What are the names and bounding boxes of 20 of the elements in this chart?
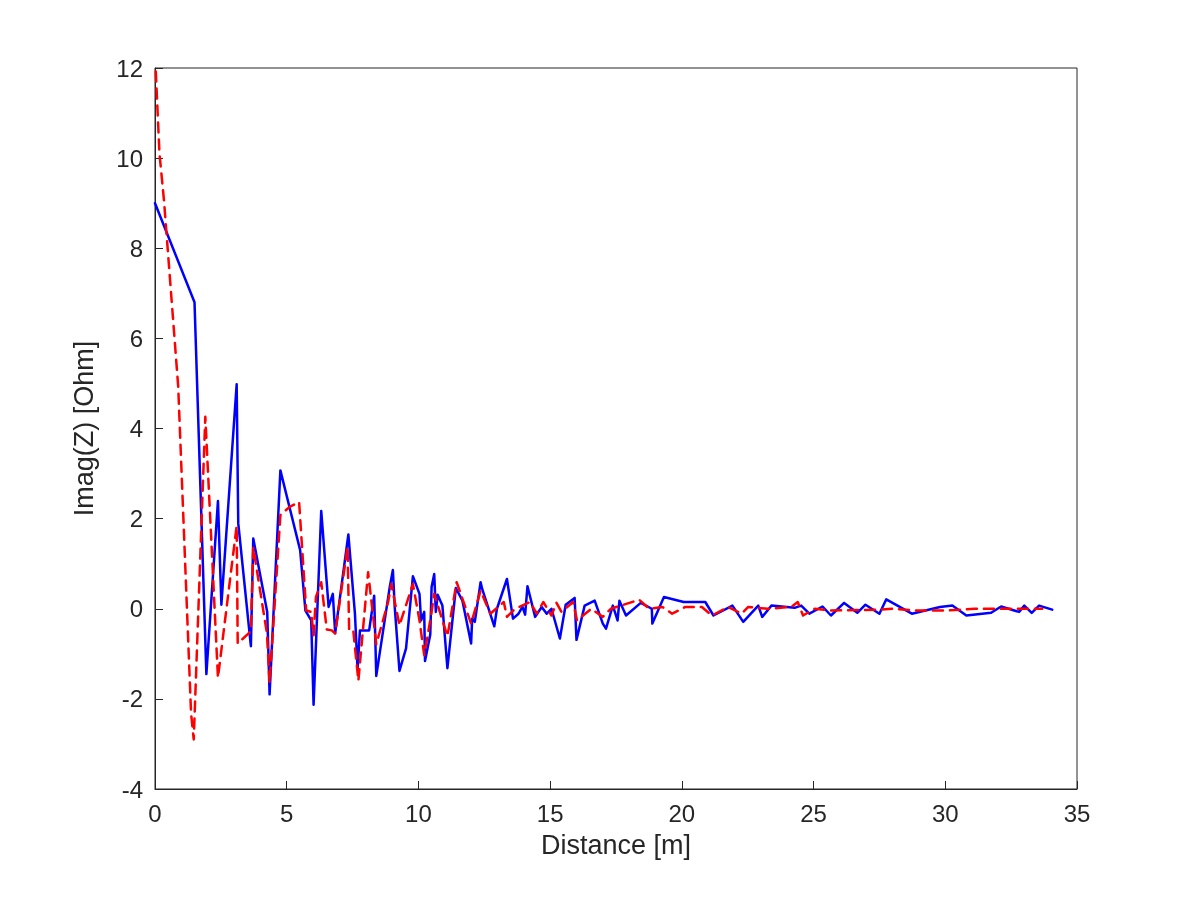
y-tick-label: 0 xyxy=(129,595,143,623)
y-tick-label: 2 xyxy=(129,505,143,533)
y-tick-label: -4 xyxy=(121,775,143,803)
y-axis-title: Imag(Z) [Ohm] xyxy=(68,340,99,517)
y-tick-label: -2 xyxy=(121,685,143,713)
line-series xyxy=(154,70,1044,741)
x-tick-label: 20 xyxy=(668,799,696,827)
x-tick-label: 5 xyxy=(280,799,294,827)
x-tick-label: 0 xyxy=(148,799,162,827)
x-tick-label: 10 xyxy=(405,799,432,827)
x-tick-label: 35 xyxy=(1063,799,1091,827)
y-tick-label: 10 xyxy=(116,144,143,172)
y-tick-label: 8 xyxy=(129,234,143,262)
x-tick-label: 15 xyxy=(536,799,564,827)
y-tick-label: 12 xyxy=(116,54,143,82)
x-tick-label: 25 xyxy=(800,799,827,827)
x-axis-title: Distance [m] xyxy=(540,829,692,860)
y-tick-label: 4 xyxy=(129,415,143,442)
y-tick-label: 6 xyxy=(129,324,143,352)
x-tick-label: 30 xyxy=(931,799,959,827)
